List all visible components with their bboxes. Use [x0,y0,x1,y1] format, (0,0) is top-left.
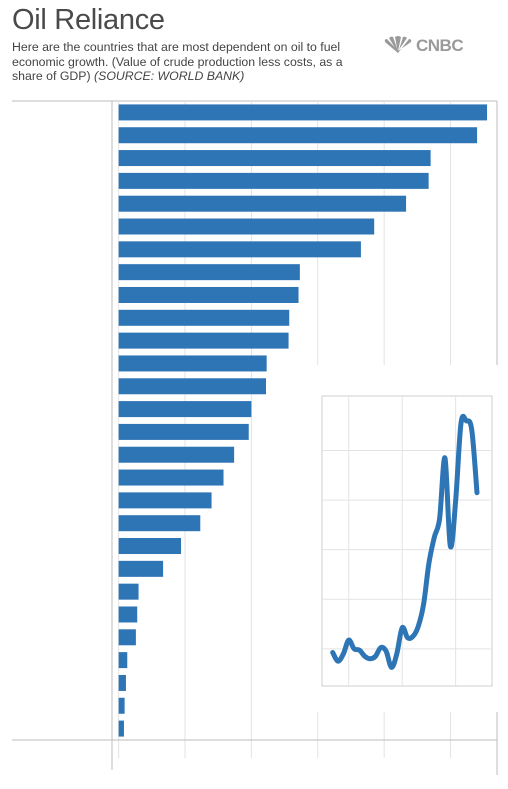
bar-bahrain [118,401,252,418]
bar-iran [118,355,267,372]
bar-norway [118,538,182,555]
source-note: (SOURCE: WORLD BANK) [94,69,245,83]
bar-india [118,674,126,691]
bar-united-states [118,720,124,737]
bar-saudi-arabia [118,150,431,167]
inset-frame [321,395,493,687]
bar-canada [118,583,139,600]
cnbc-logo-text: CNBC [416,36,464,55]
subtitle-text: Here are the countries that are most dep… [12,40,343,83]
bar-algeria [118,446,235,463]
bar-argentina [118,606,138,623]
bar-kuwait [118,104,488,121]
chart-title: Oil Reliance [12,4,165,36]
oil-price-line [330,413,480,670]
bar-azerbaijan [118,241,361,258]
peacock-icon [384,36,412,53]
chart-subtitle: Here are the countries that are most dep… [12,40,362,84]
bar-oman [118,218,375,235]
bar-chad [118,286,299,303]
bar-china [118,652,128,669]
bar-angola [118,195,407,212]
bar-russian [118,492,212,509]
bar-ecuador [118,423,249,440]
bar-mexico [118,560,164,577]
bar-brazil [118,629,136,646]
bar-nigeria [118,469,224,486]
bar-brunei [118,309,290,326]
bar-venezuela [118,264,300,281]
cnbc-logo: CNBC [383,36,464,56]
bar-libya [118,127,478,144]
bar-united-kingdom [118,697,125,714]
bar-kazakhstan [118,332,289,349]
bar-qatar [118,515,201,532]
bar-iraq [118,172,429,189]
bar-uae [118,378,266,395]
